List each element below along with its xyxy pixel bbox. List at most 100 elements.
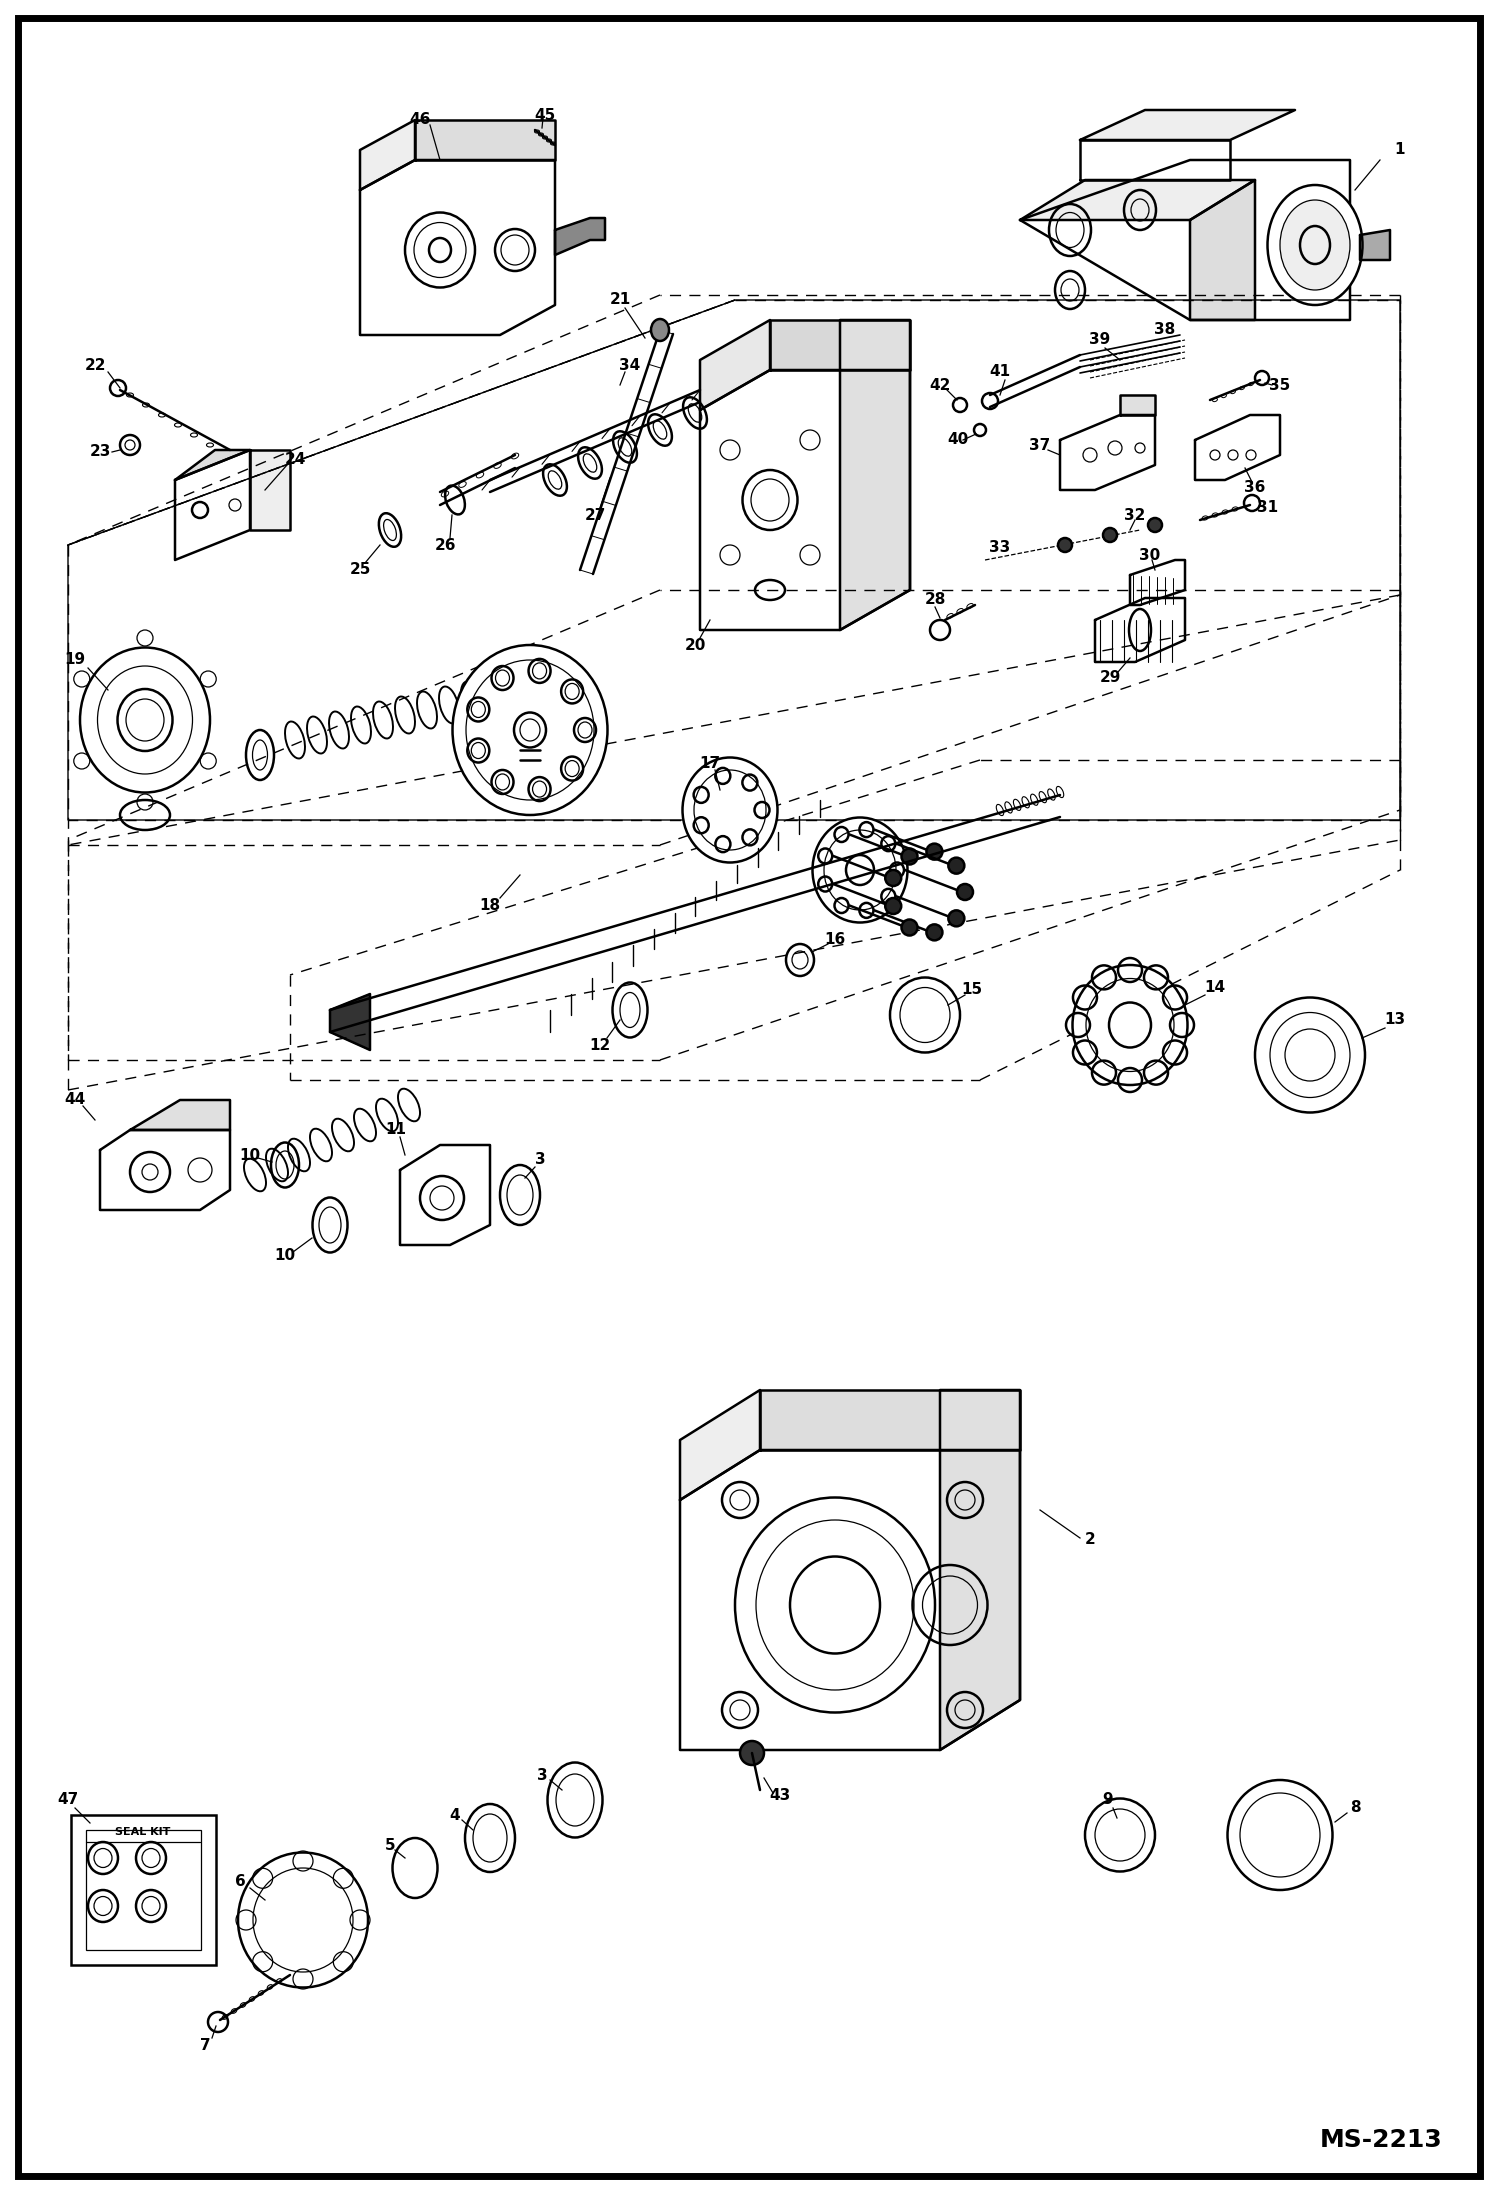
Ellipse shape xyxy=(404,213,475,287)
Text: 10: 10 xyxy=(240,1147,261,1163)
Polygon shape xyxy=(680,1391,759,1501)
Circle shape xyxy=(1147,518,1162,531)
Text: 42: 42 xyxy=(929,377,951,393)
Text: 14: 14 xyxy=(1204,981,1225,996)
Ellipse shape xyxy=(948,858,965,873)
Polygon shape xyxy=(1195,415,1279,480)
Polygon shape xyxy=(360,160,554,336)
Text: 37: 37 xyxy=(1029,437,1050,452)
Circle shape xyxy=(1058,538,1073,553)
Text: 43: 43 xyxy=(770,1788,791,1803)
Text: 29: 29 xyxy=(1100,671,1121,685)
Text: 28: 28 xyxy=(924,592,945,608)
Text: 16: 16 xyxy=(824,932,846,948)
Text: 4: 4 xyxy=(449,1808,460,1823)
Text: 26: 26 xyxy=(434,538,455,553)
Polygon shape xyxy=(759,1391,1020,1450)
Polygon shape xyxy=(1360,230,1390,261)
Text: 30: 30 xyxy=(1140,548,1161,562)
Text: 39: 39 xyxy=(1089,333,1110,347)
Text: 36: 36 xyxy=(1245,480,1266,496)
Polygon shape xyxy=(1095,599,1185,663)
Ellipse shape xyxy=(902,919,917,935)
Ellipse shape xyxy=(1267,184,1363,305)
Text: SEAL KIT: SEAL KIT xyxy=(115,1828,171,1836)
Polygon shape xyxy=(415,121,554,160)
Text: 15: 15 xyxy=(962,983,983,998)
Ellipse shape xyxy=(79,647,210,792)
Polygon shape xyxy=(330,994,370,1051)
Circle shape xyxy=(740,1742,764,1764)
Ellipse shape xyxy=(926,845,942,860)
Text: 2: 2 xyxy=(1085,1531,1095,1547)
Ellipse shape xyxy=(902,849,917,864)
Ellipse shape xyxy=(1279,200,1350,290)
Polygon shape xyxy=(175,450,250,559)
Text: 38: 38 xyxy=(1155,323,1176,338)
Text: 35: 35 xyxy=(1269,377,1291,393)
Polygon shape xyxy=(1061,415,1155,489)
Bar xyxy=(85,1830,201,1950)
Text: 24: 24 xyxy=(285,452,306,467)
Polygon shape xyxy=(1129,559,1185,606)
Polygon shape xyxy=(1189,180,1255,320)
Text: 10: 10 xyxy=(274,1248,295,1262)
Ellipse shape xyxy=(885,897,902,915)
Text: 20: 20 xyxy=(685,638,706,652)
Text: 3: 3 xyxy=(536,1768,547,1782)
Polygon shape xyxy=(941,1391,1020,1751)
Text: 40: 40 xyxy=(947,432,969,448)
Text: 45: 45 xyxy=(535,108,556,123)
Text: 7: 7 xyxy=(199,2038,210,2054)
Ellipse shape xyxy=(812,818,908,921)
Polygon shape xyxy=(1020,180,1255,219)
Text: 44: 44 xyxy=(64,1093,85,1108)
Polygon shape xyxy=(175,450,250,480)
Text: 3: 3 xyxy=(535,1152,545,1167)
Text: 1: 1 xyxy=(1395,143,1405,158)
Text: 47: 47 xyxy=(57,1792,78,1808)
Ellipse shape xyxy=(238,1852,369,1988)
Text: 5: 5 xyxy=(385,1839,395,1852)
Ellipse shape xyxy=(652,318,670,340)
Text: 22: 22 xyxy=(84,358,106,373)
Polygon shape xyxy=(360,121,415,191)
Ellipse shape xyxy=(926,924,942,941)
Polygon shape xyxy=(554,217,605,255)
Polygon shape xyxy=(250,450,291,531)
Polygon shape xyxy=(1080,110,1294,140)
Polygon shape xyxy=(1080,140,1230,180)
Ellipse shape xyxy=(957,884,974,900)
Text: 11: 11 xyxy=(385,1123,406,1136)
Text: 34: 34 xyxy=(619,358,641,373)
Polygon shape xyxy=(770,320,909,371)
Ellipse shape xyxy=(452,645,608,814)
Text: 6: 6 xyxy=(235,1874,246,1889)
Text: 25: 25 xyxy=(349,562,370,577)
Polygon shape xyxy=(700,320,770,410)
Text: 8: 8 xyxy=(1350,1801,1360,1814)
Text: 27: 27 xyxy=(584,507,605,522)
Polygon shape xyxy=(100,1130,231,1211)
Polygon shape xyxy=(680,1450,1020,1751)
Circle shape xyxy=(1103,529,1118,542)
Text: 12: 12 xyxy=(589,1038,611,1053)
Ellipse shape xyxy=(494,228,535,272)
Text: 9: 9 xyxy=(1103,1792,1113,1808)
Text: 13: 13 xyxy=(1384,1011,1405,1027)
Bar xyxy=(70,1814,216,1966)
Ellipse shape xyxy=(1073,965,1188,1086)
Polygon shape xyxy=(700,371,909,630)
Polygon shape xyxy=(130,1099,231,1130)
Ellipse shape xyxy=(683,757,777,862)
Polygon shape xyxy=(1020,160,1350,320)
Text: 31: 31 xyxy=(1257,500,1279,516)
Text: MS-2213: MS-2213 xyxy=(1320,2128,1443,2152)
Polygon shape xyxy=(1121,395,1155,415)
Ellipse shape xyxy=(885,871,902,886)
Text: 32: 32 xyxy=(1125,507,1146,522)
Polygon shape xyxy=(400,1145,490,1244)
Text: 21: 21 xyxy=(610,292,631,307)
Circle shape xyxy=(953,397,968,412)
Text: 18: 18 xyxy=(479,897,500,913)
